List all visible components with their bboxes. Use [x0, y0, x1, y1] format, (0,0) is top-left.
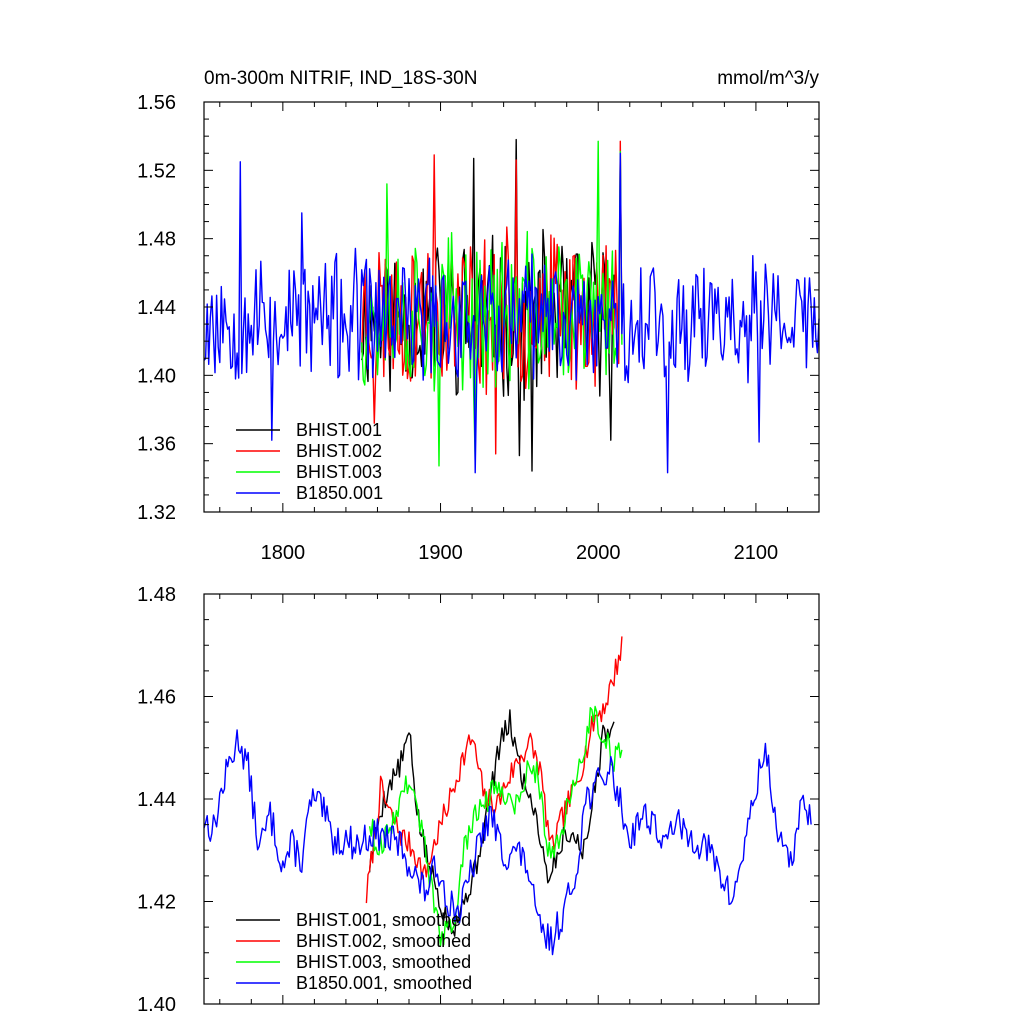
top-ytick-label: 1.44 — [137, 297, 176, 319]
bottom-legend-label-3: BHIST.003, smoothed — [296, 952, 471, 972]
top-ytick-label: 1.48 — [137, 229, 176, 251]
top-series-line-4 — [203, 152, 820, 474]
bottom-ytick-label: 1.46 — [137, 687, 176, 709]
top-panel: 1.32 1.36 1.40 1.44 1.48 1.52 1.56 1800 1900 2000… — [137, 68, 820, 564]
top-ytick-label: 1.56 — [137, 92, 176, 114]
bottom-ytick-label: 1.40 — [137, 994, 176, 1016]
top-ytick-label: 1.40 — [137, 365, 176, 387]
bottom-legend-label-2: BHIST.002, smoothed — [296, 931, 471, 951]
top-legend-label-1: BHIST.001 — [296, 420, 382, 440]
top-ytick-label: 1.52 — [137, 160, 176, 182]
top-legend-label-3: BHIST.003 — [296, 462, 382, 482]
bottom-ytick-label: 1.42 — [137, 892, 176, 914]
top-xtick-label: 2000 — [576, 542, 621, 564]
top-axis-ticks: 1.32 1.36 1.40 1.44 1.48 1.52 1.56 1800 1900 2000… — [137, 92, 820, 564]
top-ytick-label: 1.36 — [137, 434, 176, 456]
bottom-series-line-3 — [368, 705, 623, 947]
top-legend-label-2: BHIST.002 — [296, 441, 382, 461]
bottom-series-line-2 — [365, 636, 623, 904]
bottom-series-lines — [203, 636, 812, 956]
top-chart-title: 0m-300m NITRIF, IND_18S-30N — [204, 68, 477, 89]
top-xtick-label: 1800 — [261, 542, 306, 564]
bottom-series-line-4 — [203, 729, 812, 956]
top-ytick-label: 1.32 — [137, 502, 176, 524]
bottom-axis-ticks: 1.40 1.42 1.44 1.46 1.48 — [137, 584, 820, 1016]
bottom-ytick-label: 1.48 — [137, 584, 176, 606]
top-series-lines — [203, 138, 820, 474]
top-chart-units: mmol/m^3/y — [717, 68, 819, 89]
bottom-legend-label-4: B1850.001, smoothed — [296, 973, 472, 993]
bottom-legend-label-1: BHIST.001, smoothed — [296, 910, 471, 930]
bottom-panel: 1.40 1.42 1.44 1.46 1.48 BHIST.001, smoothed… — [137, 584, 820, 1016]
bottom-ytick-label: 1.44 — [137, 789, 176, 811]
top-xtick-label: 1900 — [418, 542, 463, 564]
top-legend-label-4: B1850.001 — [296, 483, 383, 503]
top-xtick-label: 2100 — [734, 542, 779, 564]
